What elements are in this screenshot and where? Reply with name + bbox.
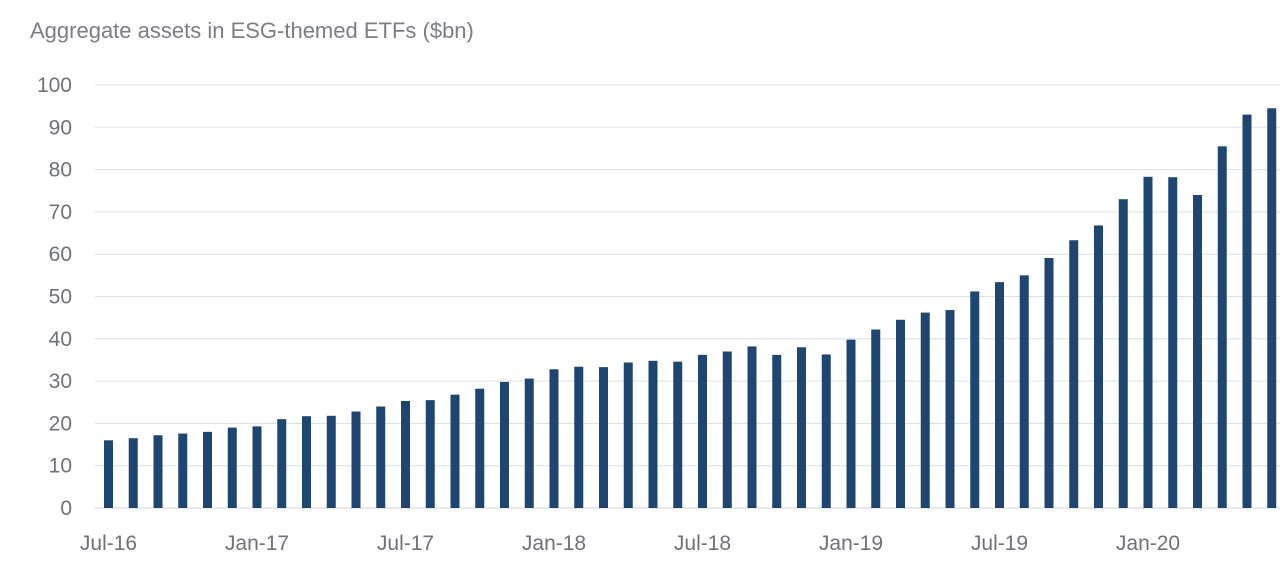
chart-title: Aggregate assets in ESG-themed ETFs ($bn…	[30, 18, 474, 43]
bar	[326, 415, 336, 508]
bar	[673, 361, 683, 508]
bar	[425, 400, 435, 508]
bar	[599, 367, 608, 508]
y-tick-label: 0	[60, 497, 72, 520]
y-tick-label: 50	[49, 286, 72, 309]
bar	[797, 347, 806, 508]
x-tick-label: Jan-17	[225, 532, 289, 555]
bar	[178, 433, 188, 508]
bar	[871, 329, 881, 508]
bar	[252, 426, 262, 508]
bar	[351, 411, 361, 508]
bar	[128, 438, 138, 508]
bar	[772, 354, 782, 508]
bar	[995, 282, 1004, 508]
x-tick-label: Jan-18	[522, 532, 586, 555]
bar	[1193, 194, 1202, 509]
y-tick-label: 100	[37, 74, 72, 97]
bar	[203, 431, 212, 508]
bar	[747, 346, 757, 508]
y-tick-label: 70	[49, 201, 72, 224]
y-tick-label: 90	[49, 116, 72, 139]
bar	[846, 339, 856, 508]
bar	[277, 419, 287, 508]
bar	[549, 369, 559, 508]
bar	[1069, 240, 1079, 508]
bar	[648, 360, 658, 508]
bar	[698, 354, 707, 508]
bar	[623, 362, 633, 508]
x-tick-label: Jul-17	[377, 532, 434, 555]
y-tick-label: 10	[49, 455, 72, 478]
bar	[1242, 114, 1252, 509]
y-tick-label: 20	[49, 412, 72, 435]
bar	[1168, 177, 1178, 509]
bar	[821, 354, 831, 508]
y-tick-label: 30	[49, 370, 72, 393]
bar	[401, 400, 410, 508]
bar	[227, 427, 237, 508]
bar	[722, 351, 732, 508]
bar	[524, 378, 534, 508]
x-tick-label: Jul-18	[674, 532, 731, 555]
x-tick-label: Jan-19	[819, 532, 883, 555]
bar	[920, 312, 930, 508]
bar	[1019, 275, 1029, 508]
y-tick-label: 40	[49, 328, 72, 351]
bar	[500, 381, 509, 508]
x-tick-label: Jul-19	[971, 532, 1028, 555]
bar	[970, 291, 980, 508]
bar	[302, 416, 311, 508]
bar	[376, 406, 386, 508]
bar	[1118, 199, 1128, 508]
bar	[104, 440, 113, 508]
bar	[574, 366, 584, 508]
bar	[153, 435, 163, 508]
bar	[896, 319, 905, 508]
bar	[450, 394, 460, 508]
bar	[1094, 225, 1103, 508]
y-tick-label: 60	[49, 243, 72, 266]
bar	[945, 310, 955, 508]
x-tick-label: Jan-20	[1116, 532, 1180, 555]
x-tick-label: Jul-16	[80, 532, 137, 555]
y-tick-label: 80	[49, 159, 72, 182]
bar	[1044, 258, 1054, 508]
bar	[1143, 176, 1153, 508]
bar	[475, 388, 485, 508]
bar	[1267, 108, 1277, 508]
bar	[1217, 146, 1227, 508]
